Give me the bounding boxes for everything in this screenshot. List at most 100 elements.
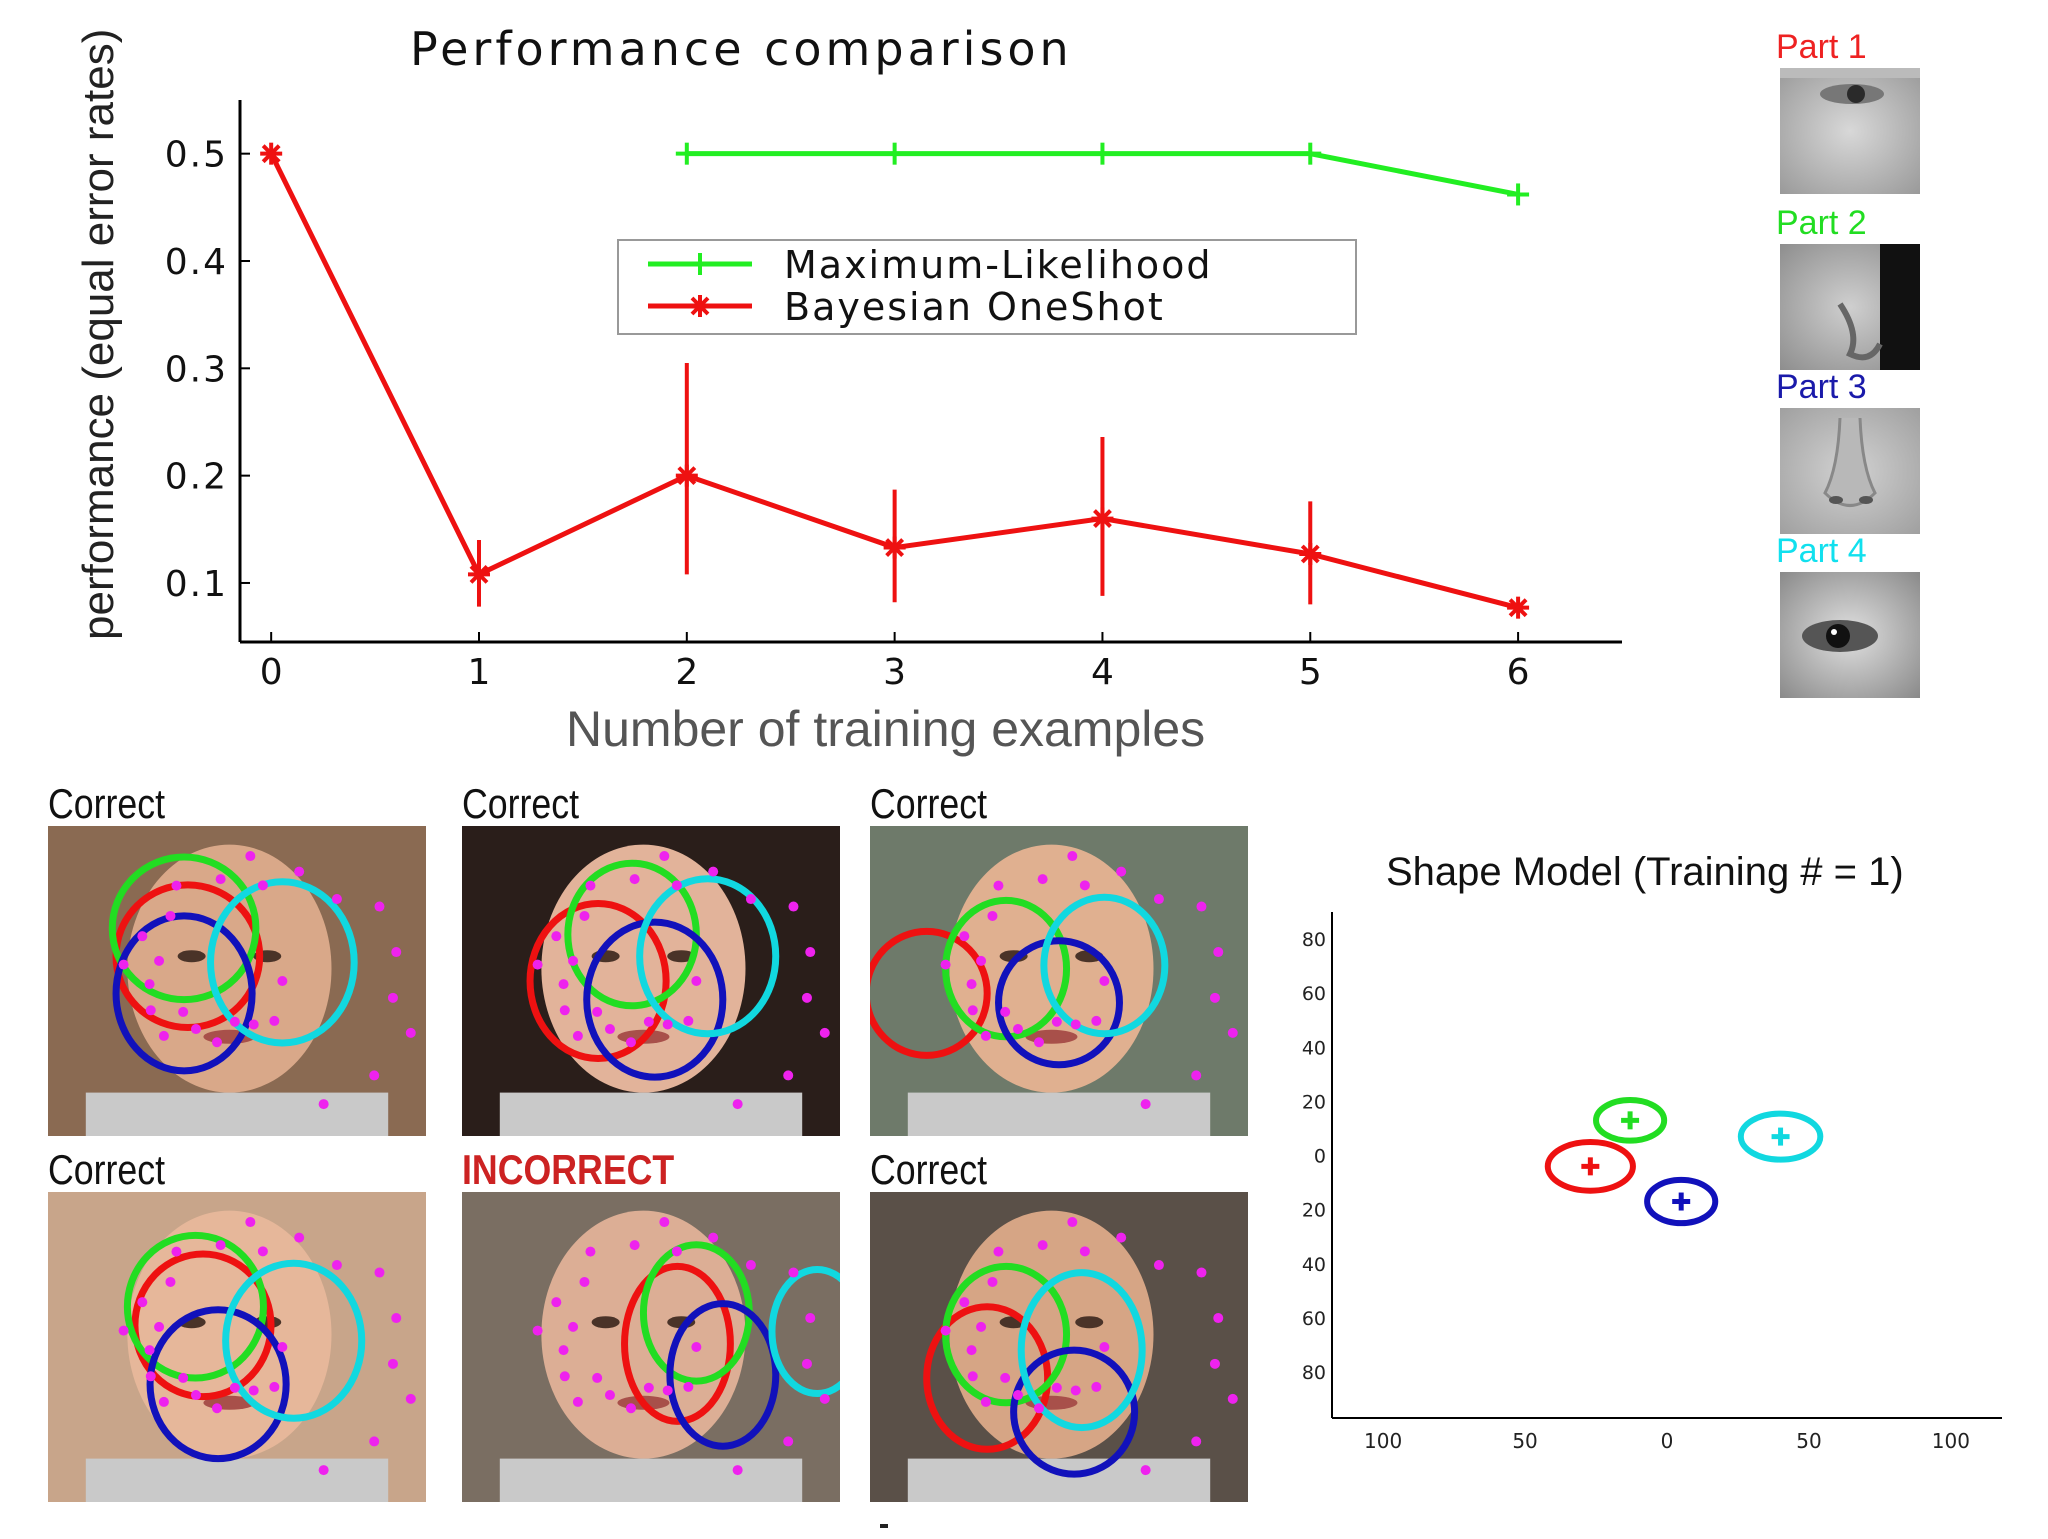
feature-dot — [967, 1371, 978, 1382]
chart-x-axis-label: Number of training examples — [566, 701, 1206, 757]
feature-dot — [331, 1260, 342, 1271]
y-tick-label: 0.1 — [165, 564, 228, 605]
feature-dot — [211, 1037, 222, 1048]
feature-dot — [579, 1276, 590, 1287]
feature-dot — [801, 992, 812, 1003]
feature-dot — [369, 1436, 380, 1447]
feature-dot — [1209, 992, 1220, 1003]
shape-y-tick-label: 80 — [1302, 929, 1326, 951]
face-photo — [870, 826, 1248, 1136]
feature-dot — [819, 1027, 830, 1038]
data-point-marker — [675, 142, 698, 165]
feature-dot — [178, 1006, 189, 1017]
shape-y-tick-label: 20 — [1302, 1200, 1326, 1222]
feature-dot — [215, 1240, 226, 1251]
feature-dot — [1099, 976, 1110, 986]
feature-dot — [1037, 874, 1048, 885]
feature-dot — [1227, 1027, 1238, 1038]
face-side-icon — [1780, 244, 1920, 370]
feature-dot — [154, 1321, 165, 1332]
data-point-marker — [1091, 507, 1114, 530]
feature-dot — [1067, 1217, 1078, 1228]
feature-dot — [405, 1027, 416, 1038]
feature-dot — [248, 1019, 259, 1030]
part-ellipse — [207, 878, 358, 1047]
part-ellipse — [123, 1231, 267, 1382]
feature-dot — [1067, 851, 1078, 862]
part-ellipse — [870, 927, 991, 1059]
feature-dot — [1012, 1390, 1023, 1401]
feature-dot — [1153, 894, 1164, 905]
feature-dot — [568, 1321, 579, 1332]
part-ellipse — [222, 1259, 366, 1422]
feature-dot — [604, 1024, 615, 1035]
feature-dot — [245, 851, 256, 862]
part-ellipse — [1010, 1346, 1139, 1478]
feature-dot — [190, 1390, 201, 1401]
feature-dot — [387, 1358, 398, 1369]
shape-x-tick-label: 100 — [1932, 1429, 1970, 1453]
feature-dot — [532, 1325, 543, 1336]
feature-dot — [257, 880, 268, 891]
y-tick-label: 0.5 — [165, 135, 228, 176]
feature-dot — [1213, 947, 1224, 958]
feature-dot — [137, 1297, 148, 1308]
part-ellipse — [995, 937, 1123, 1069]
feature-dot — [374, 1267, 385, 1278]
feature-dot — [137, 931, 148, 942]
part-ellipse — [108, 853, 260, 1004]
feature-dot — [1140, 1465, 1151, 1476]
chart-title: Performance comparison — [410, 22, 1073, 76]
feature-dot — [592, 1006, 603, 1017]
x-tick-label: 3 — [883, 652, 906, 693]
shape-points — [1544, 1097, 1824, 1227]
eye-closeup-icon — [1780, 572, 1920, 698]
feature-dot — [277, 976, 288, 986]
feature-dot — [1153, 1260, 1164, 1271]
detection-caption: INCORRECT — [462, 1146, 675, 1193]
detection-caption: Correct — [48, 780, 166, 827]
data-point-marker — [467, 563, 490, 586]
feature-dot — [708, 1232, 719, 1243]
feature-dot — [691, 976, 702, 986]
feature-dot — [144, 1345, 155, 1356]
feature-dot — [980, 1030, 991, 1041]
feature-dot — [1033, 1037, 1044, 1048]
feature-dot — [966, 1345, 977, 1356]
feature-dot — [662, 1019, 673, 1030]
part-ellipse — [583, 918, 727, 1081]
feature-dot — [551, 931, 562, 942]
feature-dot — [629, 874, 640, 885]
shoulders — [907, 1458, 1211, 1502]
eye — [177, 950, 206, 963]
feature-dot — [551, 1297, 562, 1308]
feature-dot — [294, 866, 305, 877]
eye — [1075, 1316, 1104, 1329]
legend-box — [617, 239, 1357, 335]
data-point-marker — [260, 142, 283, 165]
feature-dot — [158, 1030, 169, 1041]
feature-dot — [572, 1030, 583, 1041]
shape-part-2 — [1593, 1097, 1668, 1144]
feature-dot — [993, 1246, 1004, 1257]
feature-dot — [568, 955, 579, 966]
shape-y-tick-label: 80 — [1302, 1362, 1326, 1384]
feature-dot — [671, 880, 682, 891]
shape-y-tick-label: 60 — [1302, 1308, 1326, 1330]
y-tick-label: 0.2 — [165, 457, 228, 498]
part-ellipse — [621, 1262, 734, 1425]
x-tick-label: 2 — [675, 652, 698, 693]
data-point-marker — [883, 142, 906, 165]
feature-dot — [708, 866, 719, 877]
feature-dot — [257, 1246, 268, 1257]
feature-dot — [165, 1276, 176, 1287]
face-shape — [127, 1210, 332, 1459]
nose-closeup-icon — [1780, 408, 1920, 534]
part-ellipse — [112, 912, 256, 1075]
x-tick-label: 6 — [1507, 652, 1530, 693]
feature-dot — [976, 955, 987, 966]
eye — [591, 1316, 620, 1329]
feature-dot — [558, 1345, 569, 1356]
part-ellipse — [666, 1300, 780, 1450]
